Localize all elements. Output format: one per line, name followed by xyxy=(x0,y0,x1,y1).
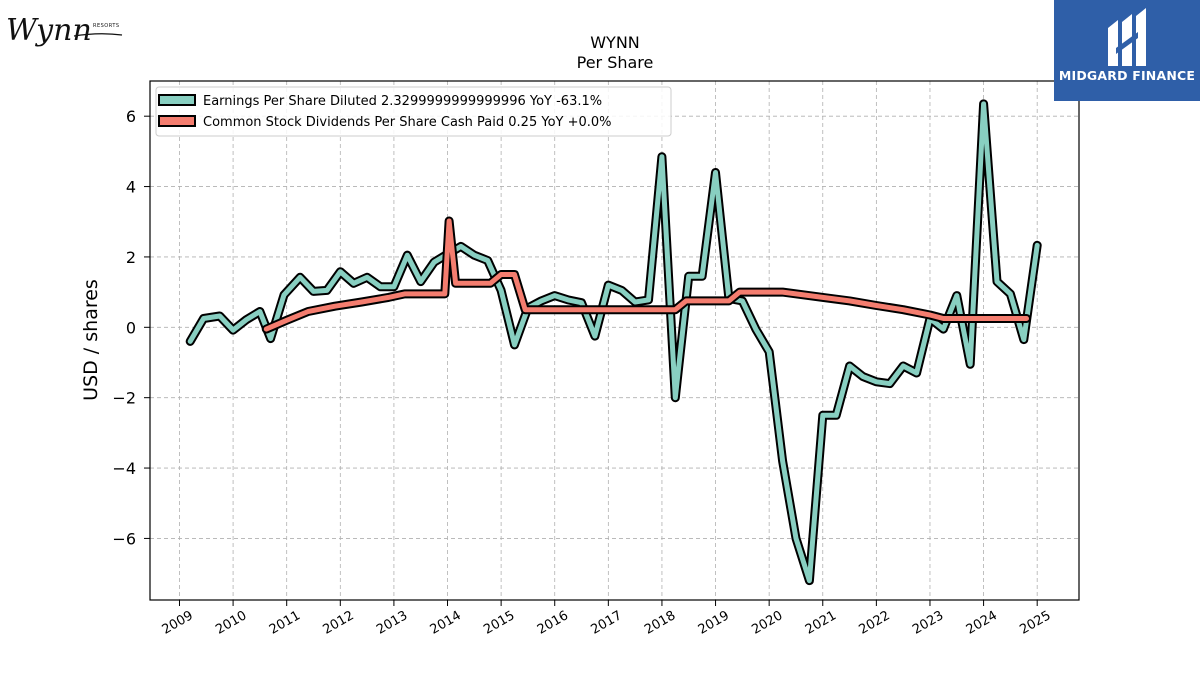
legend: Earnings Per Share Diluted 2.32999999999… xyxy=(155,86,672,137)
y-axis-label: USD / shares xyxy=(80,279,102,401)
y-tick-label: −4 xyxy=(112,459,136,478)
legend-swatch xyxy=(158,94,196,106)
midgard-mark-icon xyxy=(1108,8,1146,66)
x-tick-label: 2025 xyxy=(1017,608,1053,638)
x-tick-label: 2009 xyxy=(160,608,196,638)
x-tick-label: 2020 xyxy=(749,608,785,638)
y-tick-label: 0 xyxy=(126,318,136,337)
x-tick-label: 2023 xyxy=(910,608,946,638)
chart-title: WYNN xyxy=(590,33,640,52)
x-axis: 2009 2010 2011 2012 2013 2014 2015 2016 2017 2018… xyxy=(160,600,1054,638)
y-tick-label: 6 xyxy=(126,107,136,126)
x-tick-label: 2013 xyxy=(374,608,410,638)
legend-box xyxy=(155,86,672,137)
grid xyxy=(150,81,1079,600)
series-outline-0 xyxy=(185,99,1042,586)
x-tick-label: 2017 xyxy=(589,608,625,638)
y-tick-label: 2 xyxy=(126,248,136,267)
wynn-logo-script: Wynn xyxy=(6,13,92,48)
x-tick-label: 2010 xyxy=(213,608,249,638)
y-tick-label: −2 xyxy=(112,389,136,408)
x-tick-label: 2016 xyxy=(535,608,571,638)
x-tick-label: 2022 xyxy=(857,608,893,638)
midgard-name: MIDGARD FINANCE xyxy=(1058,68,1196,83)
plot-frame xyxy=(149,80,1080,601)
x-tick-label: 2011 xyxy=(267,608,303,638)
midgard-logo: MIDGARD FINANCE xyxy=(1054,0,1200,101)
y-tick-label: 4 xyxy=(126,178,136,197)
x-tick-label: 2015 xyxy=(481,608,517,638)
wynn-logo-small: RESORTS xyxy=(93,23,120,29)
x-tick-label: 2012 xyxy=(320,608,356,638)
legend-label: Common Stock Dividends Per Share Cash Pa… xyxy=(203,115,612,130)
series-line-1 xyxy=(263,218,1029,332)
chart-subtitle: Per Share xyxy=(577,53,654,72)
legend-label: Earnings Per Share Diluted 2.32999999999… xyxy=(203,94,602,109)
x-tick-label: 2019 xyxy=(696,608,732,638)
legend-swatch xyxy=(158,115,196,127)
wynn-logo: Wynn RESORTS xyxy=(4,6,129,66)
y-tick-label: −6 xyxy=(112,529,136,548)
y-axis: −6 −4 −2 0 2 4 6 xyxy=(112,107,150,548)
x-tick-label: 2021 xyxy=(803,608,839,638)
x-tick-label: 2014 xyxy=(428,608,464,638)
x-tick-label: 2024 xyxy=(964,608,1000,638)
x-tick-label: 2018 xyxy=(642,608,678,638)
series-line-0 xyxy=(187,101,1040,584)
series-layer xyxy=(185,99,1042,586)
